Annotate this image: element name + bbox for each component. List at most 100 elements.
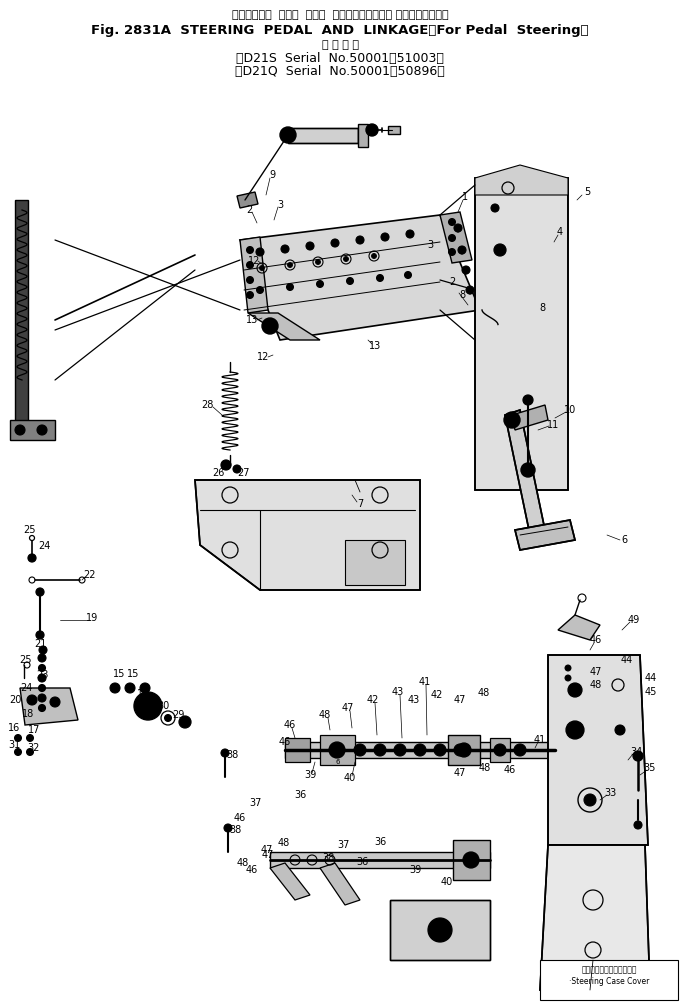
Text: 48: 48 bbox=[237, 858, 249, 868]
Circle shape bbox=[366, 124, 378, 136]
Circle shape bbox=[39, 646, 47, 654]
Circle shape bbox=[165, 715, 171, 722]
Circle shape bbox=[27, 749, 33, 756]
Polygon shape bbox=[248, 313, 320, 340]
Text: 34: 34 bbox=[630, 747, 642, 757]
Text: 9: 9 bbox=[269, 170, 275, 180]
Circle shape bbox=[246, 247, 254, 253]
Text: 17: 17 bbox=[28, 725, 40, 735]
Text: 27: 27 bbox=[237, 468, 250, 478]
Text: 7: 7 bbox=[357, 499, 363, 509]
Text: 32: 32 bbox=[28, 743, 40, 753]
Text: 48: 48 bbox=[479, 763, 491, 773]
Circle shape bbox=[110, 683, 120, 694]
Circle shape bbox=[374, 744, 386, 756]
Text: 47: 47 bbox=[454, 695, 466, 705]
Text: （D21S  Serial  No.50001～51003）: （D21S Serial No.50001～51003） bbox=[236, 52, 444, 65]
Circle shape bbox=[406, 230, 414, 238]
Circle shape bbox=[306, 242, 314, 250]
Circle shape bbox=[38, 654, 46, 662]
Text: 48: 48 bbox=[590, 680, 602, 690]
Circle shape bbox=[454, 224, 462, 232]
Polygon shape bbox=[15, 200, 28, 430]
Text: 25: 25 bbox=[20, 655, 32, 665]
Circle shape bbox=[458, 246, 466, 254]
Text: 13: 13 bbox=[246, 314, 258, 325]
Circle shape bbox=[434, 924, 446, 936]
Text: 37: 37 bbox=[338, 840, 350, 850]
Polygon shape bbox=[285, 742, 555, 758]
Circle shape bbox=[565, 665, 571, 671]
Text: 28: 28 bbox=[201, 400, 214, 410]
Text: 8: 8 bbox=[539, 303, 545, 313]
Circle shape bbox=[449, 219, 456, 226]
Circle shape bbox=[491, 204, 499, 212]
Text: 47: 47 bbox=[262, 850, 274, 860]
Circle shape bbox=[514, 744, 526, 756]
Text: Fig. 2831A  STEERING  PEDAL  AND  LINKAGE（For Pedal  Steering）: Fig. 2831A STEERING PEDAL AND LINKAGE（Fo… bbox=[91, 24, 589, 37]
Circle shape bbox=[221, 460, 231, 470]
Polygon shape bbox=[505, 410, 545, 535]
Polygon shape bbox=[288, 128, 358, 143]
Text: 46: 46 bbox=[234, 813, 246, 823]
Text: 41: 41 bbox=[534, 735, 546, 745]
Text: 41: 41 bbox=[419, 677, 431, 687]
Text: 12: 12 bbox=[257, 352, 269, 362]
Text: 30: 30 bbox=[157, 701, 169, 711]
Circle shape bbox=[39, 705, 46, 712]
Circle shape bbox=[521, 463, 535, 477]
Text: 42: 42 bbox=[431, 690, 443, 700]
Text: 46: 46 bbox=[284, 720, 296, 730]
Text: 22: 22 bbox=[84, 570, 97, 580]
Circle shape bbox=[584, 794, 596, 806]
Polygon shape bbox=[390, 900, 490, 960]
Text: 46: 46 bbox=[246, 865, 258, 875]
Text: 49: 49 bbox=[628, 615, 640, 625]
Text: 25: 25 bbox=[22, 525, 35, 535]
Text: 48: 48 bbox=[319, 710, 331, 720]
Text: 43: 43 bbox=[392, 687, 404, 697]
Circle shape bbox=[381, 233, 389, 241]
Text: 14: 14 bbox=[137, 689, 149, 699]
Text: 47: 47 bbox=[261, 845, 273, 855]
Polygon shape bbox=[490, 738, 510, 762]
Text: 13: 13 bbox=[369, 341, 381, 351]
Circle shape bbox=[414, 744, 426, 756]
Text: 47: 47 bbox=[454, 768, 466, 778]
Text: 44: 44 bbox=[621, 655, 633, 665]
Polygon shape bbox=[240, 237, 268, 313]
Text: 26: 26 bbox=[211, 468, 224, 478]
Text: 36: 36 bbox=[356, 857, 368, 867]
Circle shape bbox=[316, 280, 324, 287]
Circle shape bbox=[466, 286, 474, 294]
Circle shape bbox=[179, 716, 191, 728]
Circle shape bbox=[428, 918, 452, 942]
Circle shape bbox=[125, 683, 135, 694]
Circle shape bbox=[284, 131, 292, 139]
Circle shape bbox=[463, 852, 479, 868]
Circle shape bbox=[494, 244, 506, 256]
Text: 15: 15 bbox=[126, 669, 139, 679]
Polygon shape bbox=[453, 840, 490, 880]
Circle shape bbox=[38, 694, 46, 702]
Polygon shape bbox=[237, 192, 258, 208]
Circle shape bbox=[523, 395, 533, 405]
Text: 適 用 号 機: 適 用 号 機 bbox=[322, 40, 358, 50]
Text: 21: 21 bbox=[34, 639, 46, 649]
Polygon shape bbox=[270, 852, 490, 868]
Polygon shape bbox=[512, 405, 548, 430]
Circle shape bbox=[36, 631, 44, 639]
Text: 46: 46 bbox=[504, 765, 516, 775]
Circle shape bbox=[394, 744, 406, 756]
Text: 16: 16 bbox=[8, 723, 20, 733]
Text: （D21Q  Serial  No.50001～50896）: （D21Q Serial No.50001～50896） bbox=[235, 65, 445, 78]
Text: 46: 46 bbox=[279, 737, 291, 747]
Circle shape bbox=[568, 683, 582, 697]
Polygon shape bbox=[548, 655, 648, 845]
Circle shape bbox=[280, 127, 296, 143]
Circle shape bbox=[494, 744, 506, 756]
Circle shape bbox=[454, 744, 466, 756]
Polygon shape bbox=[195, 480, 420, 590]
Text: 42: 42 bbox=[367, 695, 379, 705]
Text: 3: 3 bbox=[427, 240, 433, 250]
